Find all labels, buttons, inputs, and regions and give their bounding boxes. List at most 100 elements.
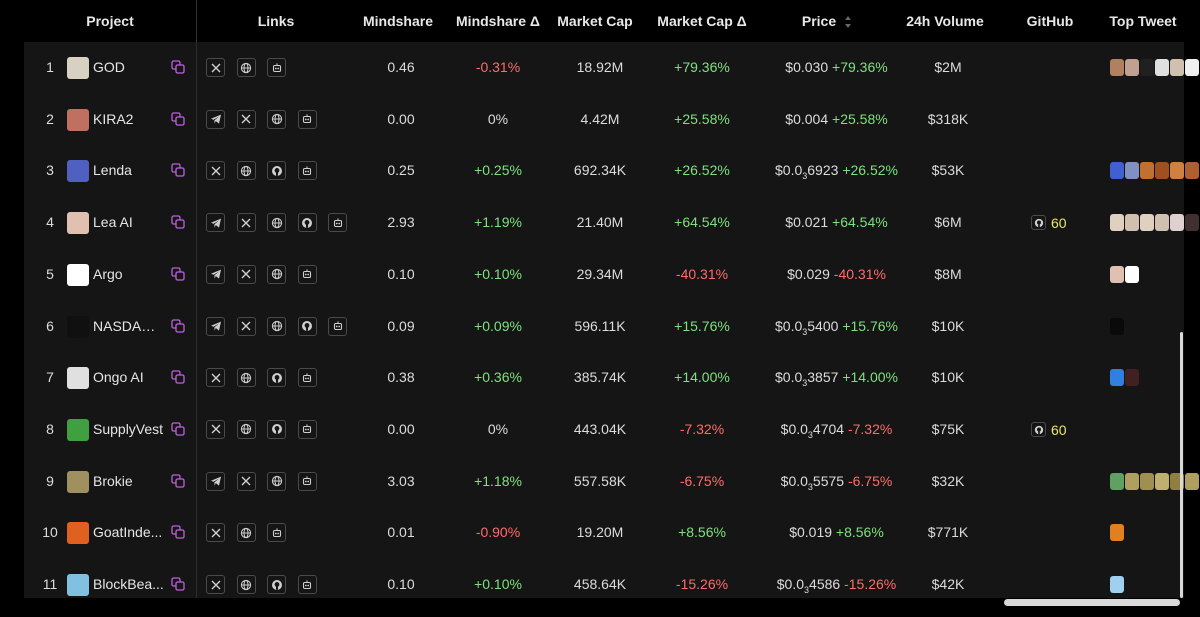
- top-tweet-avatars[interactable]: [1110, 524, 1125, 542]
- x-icon-link[interactable]: [206, 523, 225, 543]
- project-name[interactable]: Lea AI: [93, 214, 133, 231]
- copy-icon[interactable]: [171, 422, 185, 436]
- copy-icon[interactable]: [171, 370, 185, 384]
- bot-icon-link[interactable]: [328, 213, 347, 233]
- project-name[interactable]: NASDAO Ai: [93, 317, 165, 334]
- top-tweet-avatars[interactable]: [1110, 59, 1200, 76]
- globe-icon-link[interactable]: [267, 264, 286, 284]
- globe-icon-link[interactable]: [236, 523, 256, 543]
- header-github[interactable]: GitHub: [1026, 13, 1074, 29]
- globe-icon-link[interactable]: [267, 471, 286, 491]
- top-tweet-avatars[interactable]: [1110, 214, 1200, 232]
- x-icon-link[interactable]: [206, 419, 225, 439]
- bot-icon-link[interactable]: [328, 316, 347, 336]
- project-name[interactable]: SupplyVest: [93, 420, 164, 437]
- copy-icon[interactable]: [171, 163, 185, 178]
- table-row[interactable]: 11 BlockBea... 0.10 +0.10% 458.64K -15.26% $0.…: [24, 559, 1184, 611]
- github-icon-link[interactable]: [297, 316, 317, 336]
- copy-icon[interactable]: [171, 267, 185, 281]
- telegram-icon-link[interactable]: [206, 471, 225, 491]
- globe-icon-link[interactable]: [267, 316, 286, 336]
- globe-icon-link[interactable]: [236, 368, 256, 388]
- project-name[interactable]: Argo: [93, 265, 123, 282]
- copy-icon[interactable]: [171, 577, 185, 591]
- project-name[interactable]: KIRA2: [93, 110, 134, 127]
- project-name[interactable]: Lenda: [93, 162, 132, 179]
- globe-icon-link[interactable]: [236, 575, 256, 594]
- github-icon-link[interactable]: [267, 368, 286, 388]
- globe-icon-link[interactable]: [236, 58, 256, 77]
- x-icon-link[interactable]: [236, 471, 256, 491]
- bot-icon-link[interactable]: [297, 109, 317, 129]
- project-name[interactable]: GOD: [93, 59, 125, 75]
- bot-icon-link[interactable]: [267, 58, 286, 77]
- x-icon-link[interactable]: [206, 58, 225, 77]
- project-name[interactable]: Ongo AI: [93, 369, 144, 386]
- globe-icon-link[interactable]: [236, 161, 256, 181]
- header-links[interactable]: Links: [257, 13, 295, 29]
- copy-icon[interactable]: [171, 318, 185, 333]
- globe-icon-link[interactable]: [236, 419, 256, 439]
- table-row[interactable]: 9 Brokie 3.03 +1.18% 557.58K -6.75% $0.035575 …: [24, 456, 1199, 508]
- table-row[interactable]: 4 Lea AI 2.93 +1.19% 21.40M +64.54% $0.021 +64…: [24, 197, 1199, 249]
- horizontal-scrollbar[interactable]: [1004, 599, 1180, 606]
- github-icon-link[interactable]: [267, 161, 286, 181]
- table-row[interactable]: 10 GoatInde... 0.01 -0.90% 19.20M +8.56% $0.01…: [24, 507, 1184, 559]
- header-24h-volume[interactable]: 24h Volume: [906, 13, 984, 29]
- github-icon-link[interactable]: [267, 419, 286, 439]
- x-icon-link[interactable]: [236, 264, 256, 284]
- copy-icon[interactable]: [171, 215, 185, 229]
- table-row[interactable]: 2 KIRA2 0.00 0% 4.42M +25.58% $0.004 +25.58% $3…: [24, 94, 1184, 146]
- table-row[interactable]: 7 Ongo AI 0.38 +0.36% 385.74K +14.00% $0.03385…: [24, 352, 1184, 404]
- copy-icon[interactable]: [171, 112, 185, 126]
- github-icon-link[interactable]: [297, 213, 317, 233]
- project-name[interactable]: GoatInde...: [93, 524, 163, 541]
- bot-icon-link[interactable]: [297, 264, 317, 284]
- table-row[interactable]: 1 GOD 0.46 -0.31% 18.92M +79.36% $0.030 +79.36…: [24, 42, 1199, 94]
- x-icon-link[interactable]: [236, 109, 256, 129]
- x-icon-link[interactable]: [206, 575, 225, 594]
- bot-icon-link[interactable]: [297, 419, 317, 439]
- x-icon-link[interactable]: [206, 161, 225, 181]
- github-score[interactable]: 60: [1031, 197, 1067, 249]
- top-tweet-avatars[interactable]: [1110, 576, 1125, 593]
- telegram-icon-link[interactable]: [206, 213, 225, 233]
- table-row[interactable]: 6 NASDAO Ai 0.09 +0.09% 596.11K +15.76% $0.035…: [24, 301, 1184, 353]
- bot-icon-link[interactable]: [297, 368, 317, 388]
- globe-icon-link[interactable]: [267, 213, 286, 233]
- vertical-scrollbar[interactable]: [1180, 332, 1183, 598]
- copy-icon[interactable]: [171, 525, 185, 539]
- table-row[interactable]: 8 SupplyVest 0.00 0% 443.04K -7.32% $0.034704 …: [24, 404, 1184, 456]
- top-tweet-avatars[interactable]: [1110, 472, 1200, 490]
- github-score[interactable]: 60: [1031, 404, 1067, 456]
- bot-icon-link[interactable]: [297, 161, 317, 181]
- header-top-tweet[interactable]: Top Tweet: [1109, 13, 1177, 29]
- top-tweet-avatars[interactable]: [1110, 265, 1140, 283]
- x-icon-link[interactable]: [236, 316, 256, 336]
- telegram-icon-link[interactable]: [206, 109, 225, 129]
- top-tweet-avatars[interactable]: [1110, 317, 1125, 335]
- header-mindshare-delta[interactable]: Mindshare Δ: [456, 13, 540, 29]
- sort-icon[interactable]: [844, 14, 852, 30]
- top-tweet-avatars[interactable]: [1110, 369, 1140, 387]
- github-icon-link[interactable]: [267, 575, 286, 594]
- telegram-icon-link[interactable]: [206, 264, 225, 284]
- x-icon-link[interactable]: [206, 368, 225, 388]
- x-icon-link[interactable]: [236, 213, 256, 233]
- project-name[interactable]: Brokie: [93, 472, 133, 489]
- project-name[interactable]: BlockBea...: [93, 576, 164, 592]
- bot-icon-link[interactable]: [297, 471, 317, 491]
- telegram-icon-link[interactable]: [206, 316, 225, 336]
- copy-icon[interactable]: [171, 60, 185, 74]
- table-row[interactable]: 5 Argo 0.10 +0.10% 29.34M -40.31% $0.029 -40.3…: [24, 249, 1184, 301]
- bot-icon-link[interactable]: [297, 575, 317, 594]
- header-mindshare[interactable]: Mindshare: [362, 13, 433, 29]
- top-tweet-avatars[interactable]: [1110, 162, 1200, 180]
- header-price[interactable]: Price: [801, 13, 837, 29]
- header-market-cap-delta[interactable]: Market Cap Δ: [657, 13, 747, 29]
- bot-icon-link[interactable]: [267, 523, 286, 543]
- copy-icon[interactable]: [171, 473, 185, 488]
- table-row[interactable]: 3 Lenda 0.25 +0.25% 692.34K +26.52% $0.036923 …: [24, 145, 1199, 197]
- header-project[interactable]: Project: [86, 13, 134, 29]
- globe-icon-link[interactable]: [267, 109, 286, 129]
